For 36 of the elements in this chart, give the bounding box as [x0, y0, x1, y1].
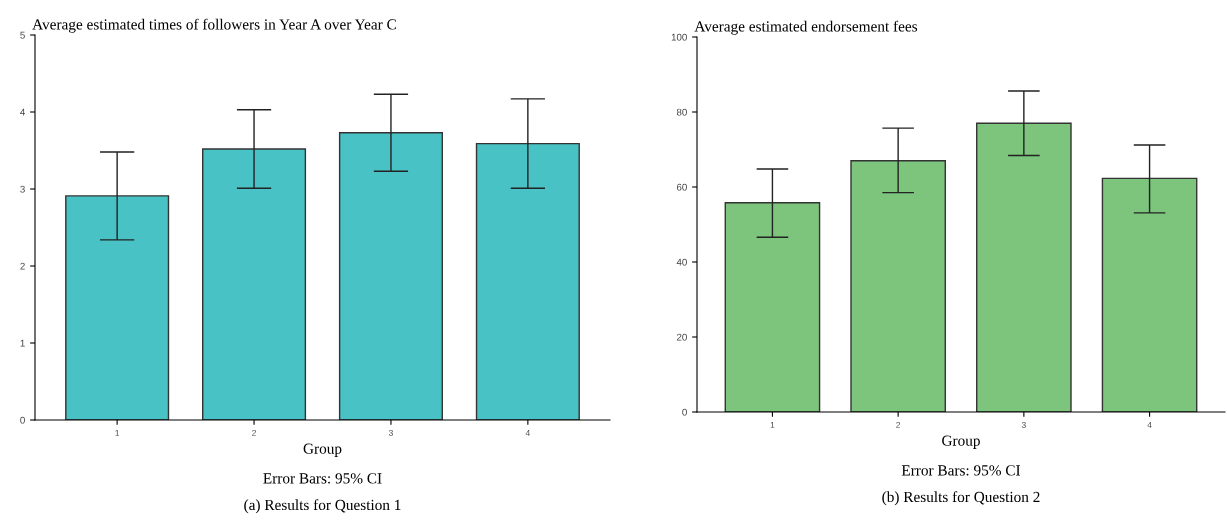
y-tick-label: 0	[20, 416, 25, 424]
bar	[850, 160, 946, 412]
text: (a) Results for Question 1	[244, 499, 401, 514]
y-tick-label: 4	[20, 108, 25, 116]
bar	[338, 132, 443, 420]
y-tick-label: 3	[20, 185, 25, 193]
text: (b) Results for Question 2	[882, 491, 1040, 506]
y-tick-label: 20	[676, 333, 687, 341]
y-tick-label: 60	[676, 183, 687, 191]
bar	[724, 202, 821, 412]
x-tick-label: 1	[770, 422, 775, 428]
chart-title: Average estimated endorsement fees	[694, 20, 918, 35]
bar	[475, 142, 580, 420]
bar	[202, 148, 307, 420]
x-tick-label: 2	[252, 429, 256, 436]
x-tick-label: 3	[1021, 421, 1026, 428]
chart-title: Average estimated times of followers in Year A over Year C	[32, 18, 396, 33]
x-tick-label: 3	[388, 429, 393, 436]
y-tick-label: 80	[676, 108, 687, 116]
y-tick-label: 0	[682, 408, 687, 416]
text: Error Bars: 95% CI	[263, 473, 382, 484]
bar	[65, 195, 170, 420]
x-tick-label: 4	[1147, 422, 1152, 428]
x-tick-label: 1	[115, 430, 120, 436]
x-tick-label: 2	[896, 421, 901, 428]
bar	[976, 122, 1072, 412]
bar	[1101, 177, 1198, 412]
x-tick-label: 4	[525, 430, 530, 436]
y-tick-label: 1	[20, 339, 25, 347]
y-tick-label: 40	[676, 258, 687, 266]
x-axis-title: Group	[303, 443, 342, 457]
text: Error Bars: 95% CI	[901, 465, 1021, 476]
y-tick-label: 100	[671, 33, 687, 41]
y-tick-label: 5	[20, 31, 25, 39]
y-tick-label: 2	[20, 262, 25, 270]
x-axis-title: Group	[942, 435, 980, 449]
